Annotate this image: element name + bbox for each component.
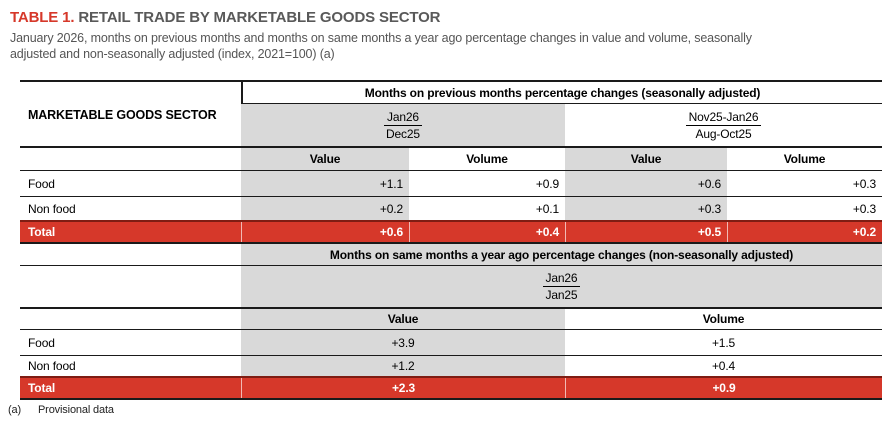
section2-period-cell: Jan26 Jan25 [241,266,882,307]
total-label: Total [28,381,56,395]
cell-total-value: +0.5 [565,222,727,242]
cell-total-value: +2.3 [241,378,565,398]
col-header-value: Value [241,309,565,329]
col-header-value-1: Value [241,148,409,170]
footnote: (a) Provisional data [8,404,114,416]
section2-period-row: Jan26 Jan25 [20,266,882,309]
section1-period2-cell: Nov25-Jan26 Aug-Oct25 [565,104,882,146]
row-label: Food [28,176,55,191]
row-group-header: MARKETABLE GOODS SECTOR [28,108,217,122]
total-label: Total [28,225,56,239]
cell-value: +0.3 [565,197,727,220]
cell-value: +0.4 [711,359,736,373]
section1-period1-cell: Jan26 Dec25 [241,104,565,146]
cell-value: +1.5 [711,335,736,350]
spacer-cell [20,309,241,329]
cell-value: +1.2 [241,356,565,376]
table-title: TABLE 1. RETAIL TRADE BY MARKETABLE GOOD… [10,9,440,26]
table-row-food-2: Food +3.9 +1.5 [20,330,882,356]
table-row-food-1: Food +1.1 +0.9 +0.6 +0.3 [20,171,882,197]
section1-header: Months on previous months percentage cha… [241,82,882,104]
spacer-cell [20,266,241,307]
retail-trade-table: MARKETABLE GOODS SECTOR Months on previo… [20,80,882,400]
cell-total-value: +0.4 [409,222,565,242]
table-row-total-2: Total +2.3 +0.9 [20,376,882,400]
row-label: Food [28,335,55,350]
period3-numerator: Jan26 [542,270,581,287]
period3-denominator: Jan25 [545,288,578,302]
table-title-text: RETAIL TRADE BY MARKETABLE GOODS SECTOR [74,9,441,26]
row-label: Non food [28,201,76,216]
table-row-total-1: Total +0.6 +0.4 +0.5 +0.2 [20,220,882,244]
cell-total-value: +0.6 [241,222,409,242]
period2-numerator: Nov25-Jan26 [685,109,762,126]
table-row-nonfood-1: Non food +0.2 +0.1 +0.3 +0.3 [20,197,882,220]
section2-header-row: Months on same months a year ago percent… [20,244,882,266]
row-label: Non food [28,359,76,373]
cell-value: +0.2 [241,197,409,220]
cell-value: +0.3 [852,176,876,191]
footnote-text: Provisional data [38,404,114,416]
cell-value: +0.6 [565,171,727,196]
section2-header: Months on same months a year ago percent… [241,244,882,265]
col-header-volume-1: Volume [466,152,508,166]
cell-total-value: +0.9 [565,378,882,398]
cell-total-value: +0.2 [727,222,882,242]
period1-denominator: Dec25 [386,126,420,141]
table-subtitle: January 2026, months on previous months … [10,31,752,62]
period-fraction: Jan26 Jan25 [241,270,882,303]
footnote-marker: (a) [8,404,21,416]
period-fraction: Jan26 Dec25 [241,109,565,142]
cell-value: +0.1 [535,201,559,216]
col-header-value-2: Value [565,148,727,170]
cell-value: +0.9 [535,176,559,191]
period-fraction: Nov25-Jan26 Aug-Oct25 [565,109,882,142]
section1-header-row: Months on previous months percentage cha… [20,82,882,104]
subtitle-line-1: January 2026, months on previous months … [10,31,752,45]
col-header-volume: Volume [702,312,745,326]
cell-value: +1.1 [241,171,409,196]
col-header-volume-2: Volume [783,152,826,166]
section1-period-row: Jan26 Dec25 Nov25-Jan26 Aug-Oct25 [20,104,882,148]
cell-value: +0.3 [852,201,876,216]
spacer-cell [20,244,241,265]
subtitle-line-2: adjusted and non-seasonally adjusted (in… [10,46,335,61]
spacer-cell [20,148,241,170]
section1-column-header-row: Value Volume Value Volume [20,148,882,171]
section2-column-header-row: Value Volume [20,309,882,330]
table-title-number: TABLE 1. [10,9,75,26]
period1-numerator: Jan26 [384,109,422,126]
table-row-nonfood-2: Non food +1.2 +0.4 [20,356,882,376]
cell-value: +3.9 [241,330,565,355]
period2-denominator: Aug-Oct25 [695,126,752,141]
